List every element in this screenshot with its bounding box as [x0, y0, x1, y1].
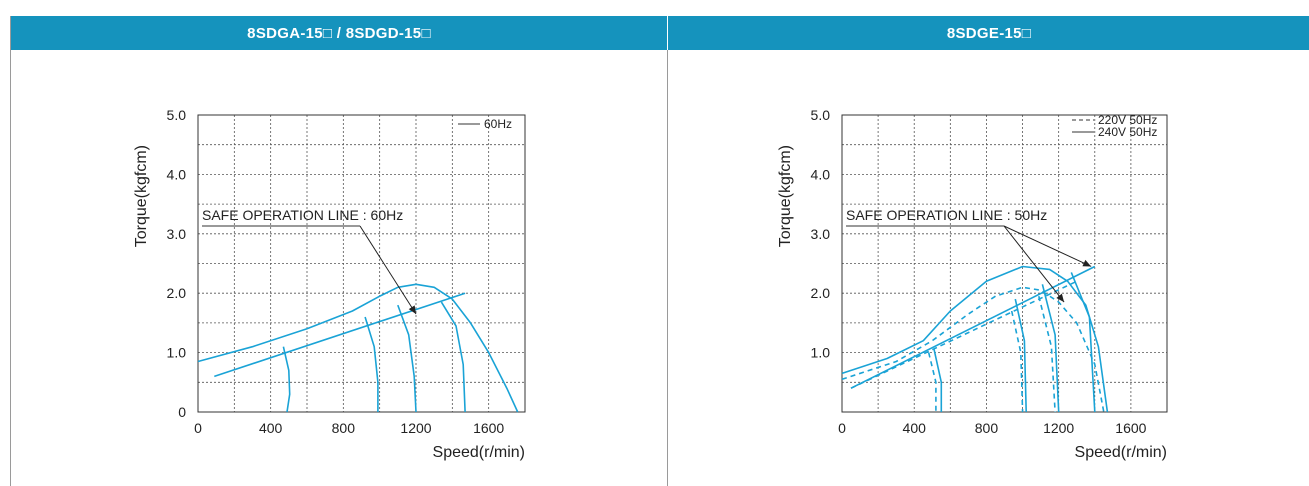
arrow-head	[1056, 293, 1065, 303]
series-drop-2-220v	[1010, 310, 1024, 413]
x-tick-label: 0	[194, 420, 202, 436]
x-tick-label: 0	[838, 420, 846, 436]
series-drop-1-220v	[927, 352, 937, 412]
y-tick-label: 3.0	[167, 226, 187, 242]
x-tick-label: 800	[975, 420, 999, 436]
y-tick-label: 3.0	[811, 226, 831, 242]
series-drop-2-240v	[1014, 298, 1027, 413]
series-drop-1-240v	[933, 349, 943, 412]
series-240v-50hz	[841, 265, 1109, 413]
y-tick-label: 4.0	[811, 166, 831, 182]
safe-operation-annotation: SAFE OPERATION LINE : 50Hz	[846, 207, 1047, 223]
arrow-head	[1082, 259, 1092, 267]
left-header-title: 8SDGA-15□ / 8SDGD-15□	[11, 16, 668, 50]
series-safe-line	[214, 292, 466, 378]
x-tick-label: 1600	[473, 420, 504, 436]
y-tick-label: 5.0	[167, 107, 187, 123]
y-tick-label: 4.0	[167, 166, 187, 182]
spec-table: 8SDGA-15□ / 8SDGD-15□ 8SDGE-15□	[10, 16, 1309, 486]
series-drop-2	[364, 316, 379, 412]
y-tick-label: 1.0	[811, 345, 831, 361]
series-drop-4-240v	[1070, 272, 1096, 413]
series-drop-3	[397, 304, 417, 413]
series-drop-3-220v	[1038, 296, 1056, 413]
y-tick-label: 2.0	[811, 285, 831, 301]
x-tick-label: 1600	[1115, 420, 1146, 436]
annotation-arrow	[359, 225, 417, 315]
y-tick-label: 2.0	[167, 285, 187, 301]
plot-frame	[841, 114, 1168, 413]
arrow-head	[408, 305, 416, 314]
series-drop-3-240v	[1041, 284, 1060, 413]
annotation-arrow	[1003, 225, 1065, 303]
legend-label: 60Hz	[484, 117, 512, 131]
legend-label: 220V 50Hz	[1098, 113, 1157, 127]
y-axis-label: Torque(kgfcm)	[777, 145, 794, 247]
right-header-title: 8SDGE-15□	[946, 24, 1032, 42]
x-tick-label: 800	[332, 420, 356, 436]
x-axis-label: Speed(r/min)	[433, 444, 525, 461]
legend-label: 240V 50Hz	[1098, 125, 1157, 139]
series-drop-4	[440, 301, 466, 413]
x-tick-label: 400	[903, 420, 927, 436]
safe-operation-annotation: SAFE OPERATION LINE : 60Hz	[202, 207, 403, 223]
series-220v-50hz	[841, 286, 1105, 413]
x-tick-label: 1200	[400, 420, 431, 436]
column-divider	[667, 50, 668, 486]
plot-frame	[197, 114, 526, 413]
x-tick-label: 400	[259, 420, 283, 436]
y-tick-label: 1.0	[167, 345, 187, 361]
series-safe-line-220v	[850, 280, 1078, 389]
series-drop-1	[282, 346, 291, 413]
annotation-arrow	[1003, 225, 1092, 267]
x-axis-label: Speed(r/min)	[1075, 444, 1167, 461]
x-tick-label: 1200	[1043, 420, 1074, 436]
y-axis-label: Torque(kgfcm)	[133, 145, 150, 247]
series-safe-line-240v	[850, 265, 1096, 389]
y-tick-label: 0	[178, 404, 186, 420]
y-tick-label: 5.0	[811, 107, 831, 123]
table-header: 8SDGA-15□ / 8SDGD-15□ 8SDGE-15□	[11, 16, 1309, 50]
series-60hz	[197, 283, 519, 413]
